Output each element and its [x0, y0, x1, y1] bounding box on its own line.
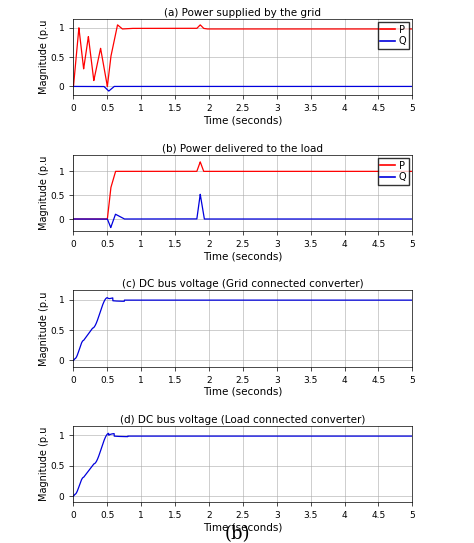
- Legend: P, Q: P, Q: [377, 22, 410, 49]
- X-axis label: Time (seconds): Time (seconds): [203, 115, 283, 125]
- Y-axis label: Magnitude (p.u: Magnitude (p.u: [39, 427, 49, 501]
- Text: (b): (b): [224, 525, 250, 542]
- Legend: P, Q: P, Q: [377, 157, 410, 185]
- Title: (d) DC bus voltage (Load connected converter): (d) DC bus voltage (Load connected conve…: [120, 414, 365, 425]
- Title: (c) DC bus voltage (Grid connected converter): (c) DC bus voltage (Grid connected conve…: [122, 279, 364, 289]
- Title: (b) Power delivered to the load: (b) Power delivered to the load: [163, 143, 323, 153]
- X-axis label: Time (seconds): Time (seconds): [203, 387, 283, 397]
- Title: (a) Power supplied by the grid: (a) Power supplied by the grid: [164, 8, 321, 17]
- Y-axis label: Magnitude (p.u: Magnitude (p.u: [39, 156, 49, 230]
- Y-axis label: Magnitude (p.u: Magnitude (p.u: [39, 291, 49, 365]
- X-axis label: Time (seconds): Time (seconds): [203, 522, 283, 532]
- X-axis label: Time (seconds): Time (seconds): [203, 251, 283, 261]
- Y-axis label: Magnitude (p.u: Magnitude (p.u: [39, 20, 49, 94]
